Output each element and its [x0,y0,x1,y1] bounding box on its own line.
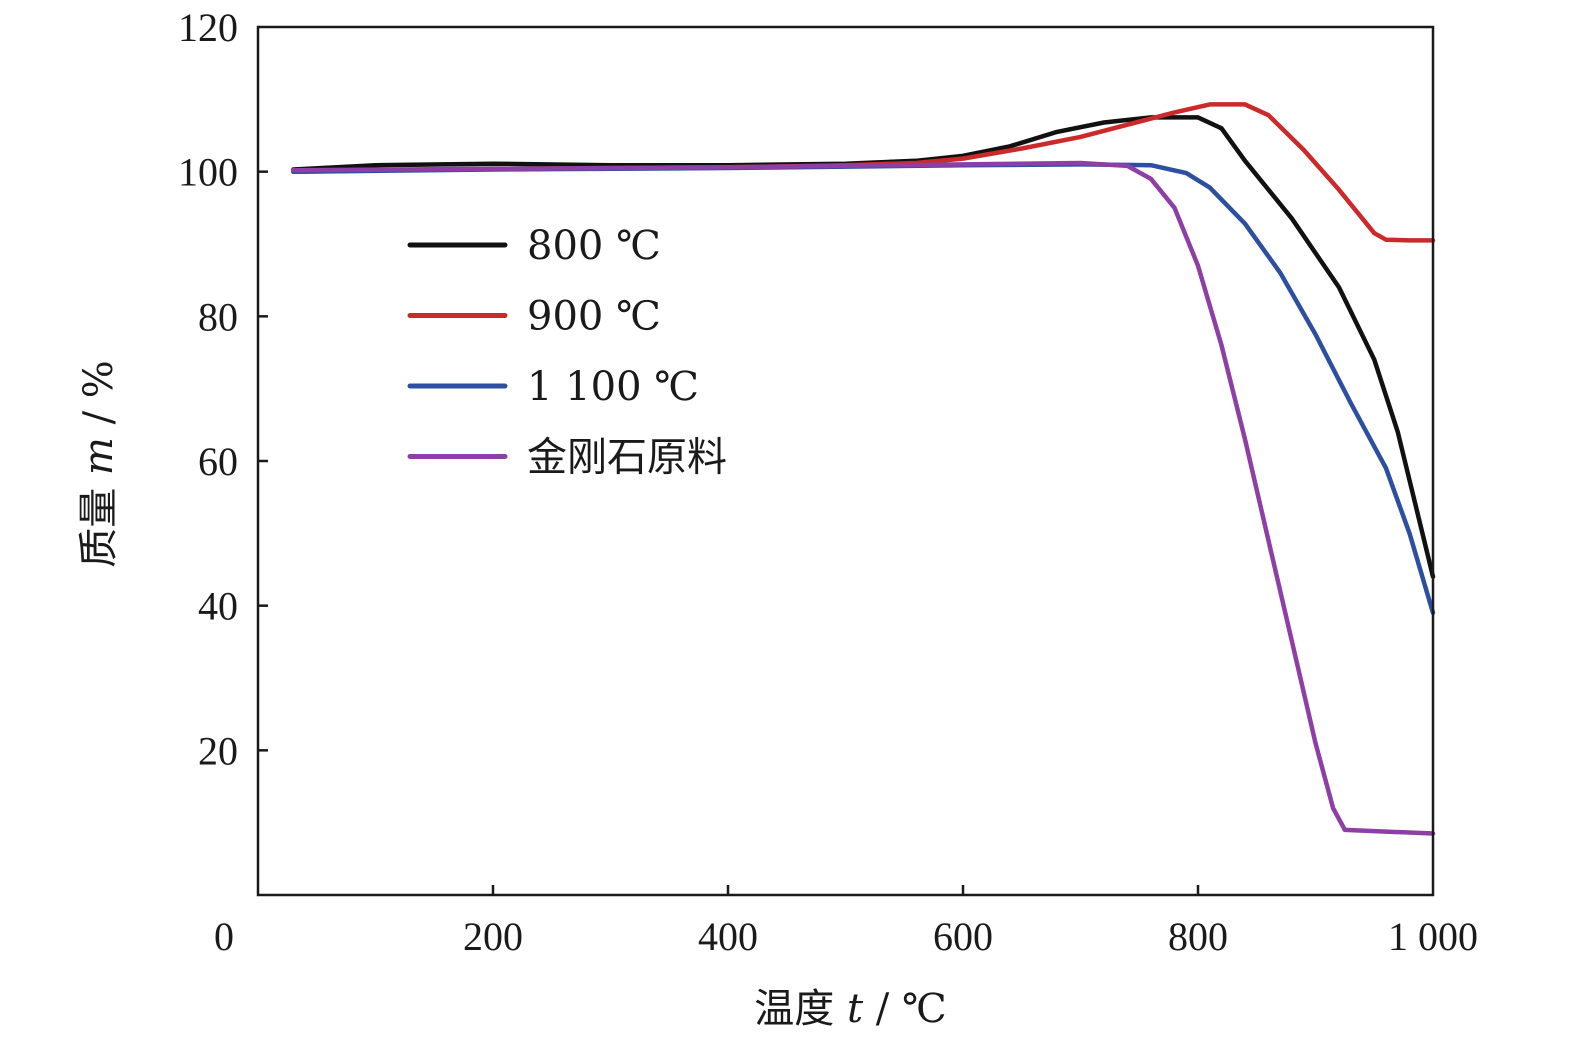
y-axis-title-suffix: / % [76,360,122,437]
series-group [291,102,1436,836]
y-axis-ticks: 20 40 60 80 100 120 [178,5,268,773]
x-axis-title-var: t [847,986,864,1032]
x-tick-label: 600 [933,914,993,959]
y-tick-label: 80 [198,294,238,339]
series-line-2 [291,102,1436,243]
x-tick-label: 200 [463,914,523,959]
x-tick-label: 0 [214,914,234,959]
x-tick-label: 400 [698,914,758,959]
legend-label: 1 100 ℃ [527,364,699,410]
y-axis-title-var: m [76,437,122,475]
legend-label: 900 ℃ [527,294,661,340]
x-axis-title: 温度 t / ℃ [754,986,946,1032]
x-tick-label: 800 [1168,914,1228,959]
legend-label: 金刚石原料 [527,435,727,481]
x-axis-title-prefix: 温度 [754,986,847,1032]
y-tick-label: 120 [178,5,238,50]
legend-label: 800 ℃ [527,223,661,269]
x-axis-title-suffix: / ℃ [863,986,947,1032]
legend: 800 ℃ 900 ℃ 1 100 ℃ 金刚石原料 [407,223,727,481]
y-axis-title-prefix: 质量 [76,475,122,568]
series-line-1 [291,115,1436,579]
y-tick-label: 100 [178,150,238,195]
y-tick-label: 60 [198,439,238,484]
y-tick-label: 20 [198,728,238,773]
x-tick-label: 1 000 [1388,914,1478,959]
series-line-3 [291,162,1436,616]
x-axis-ticks: 0 200 400 600 800 1 000 [214,885,1478,959]
y-tick-label: 40 [198,584,238,629]
y-axis-title: 质量 m / % [76,360,122,568]
plot-frame [256,25,1435,897]
series-line-4 [291,160,1436,836]
